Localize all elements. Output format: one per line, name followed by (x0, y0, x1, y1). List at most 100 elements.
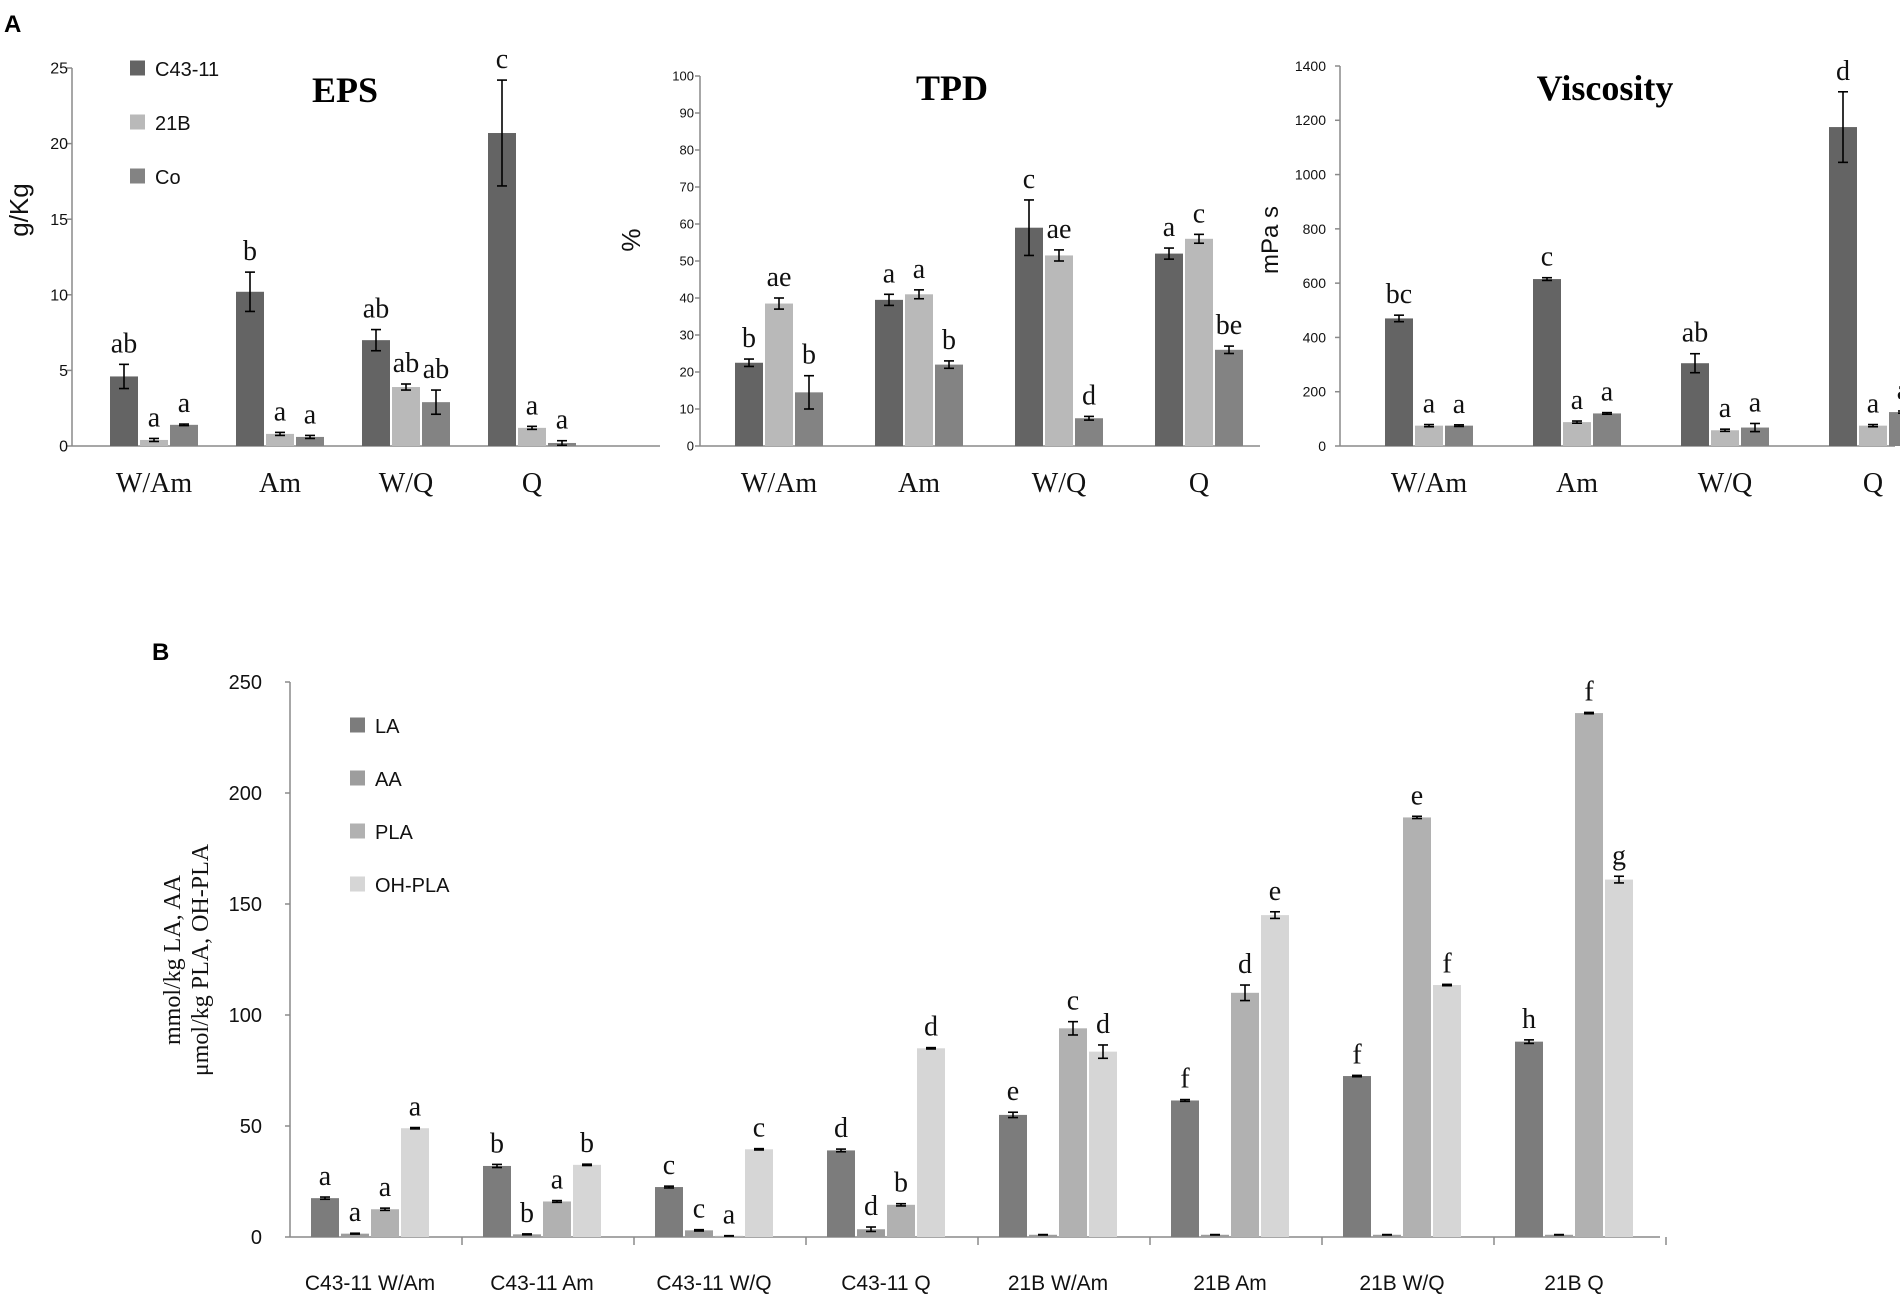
acids-category-label: C43-11 W/Q (656, 1272, 771, 1295)
acids-significance-letter: a (409, 1092, 422, 1123)
tpd-bar (1185, 238, 1213, 446)
viscosity-category-label: W/Am (1391, 468, 1467, 499)
eps-legend-label: C43-11 (155, 59, 219, 81)
viscosity-significance-letter: a (1719, 393, 1732, 424)
acids-legend-label: LA (375, 716, 400, 738)
eps-y-tick-label: 10 (50, 287, 68, 304)
acids-significance-letter: d (834, 1113, 848, 1144)
tpd-significance-letter: a (883, 258, 896, 289)
viscosity-bar (1385, 318, 1413, 446)
eps-y-tick-label: 25 (50, 61, 68, 78)
eps-y-tick-label: 20 (50, 136, 68, 153)
acids-bar (1515, 1041, 1543, 1237)
panel-label-a: A (4, 11, 21, 38)
tpd-y-tick-label: 90 (680, 106, 694, 121)
tpd-significance-letter: a (913, 254, 926, 285)
eps-bar (296, 436, 324, 446)
acids-significance-letter: f (1442, 948, 1452, 979)
viscosity-significance-letter: a (1867, 389, 1880, 420)
acids-significance-letter: c (753, 1113, 765, 1144)
eps-bar (170, 424, 198, 446)
eps-legend-label: 21B (155, 113, 191, 135)
acids-bar (887, 1204, 915, 1237)
viscosity-bar (1445, 425, 1473, 446)
acids-significance-letter: a (723, 1200, 736, 1231)
acids-legend-swatch (350, 823, 365, 839)
tpd-bar (875, 299, 903, 446)
acids-bar (1403, 817, 1431, 1237)
viscosity-title: Viscosity (1537, 68, 1674, 108)
acids-significance-letter: c (663, 1150, 675, 1181)
acids-significance-letter: f (1584, 676, 1594, 707)
eps-significance-letter: c (496, 44, 508, 75)
acids-legend-label: PLA (375, 822, 413, 844)
viscosity-bar (1415, 425, 1443, 446)
viscosity-significance-letter: a (1423, 389, 1436, 420)
eps-category-label: W/Am (116, 468, 192, 499)
eps-y-axis-label: g/Kg (4, 183, 34, 237)
acids-category-label: 21B Am (1193, 1272, 1267, 1295)
acids-y-tick-label: 100 (229, 1005, 262, 1027)
acids-bar (341, 1233, 369, 1237)
viscosity-category-label: Q (1863, 468, 1883, 499)
eps-significance-letter: a (148, 402, 161, 433)
acids-significance-letter: e (1007, 1076, 1019, 1107)
acids-y-tick-label: 150 (229, 894, 262, 916)
viscosity-category-label: Am (1556, 468, 1598, 499)
acids-significance-letter: c (1067, 986, 1079, 1017)
viscosity-bar (1711, 430, 1739, 446)
viscosity-bar (1563, 422, 1591, 446)
tpd-significance-letter: c (1193, 198, 1205, 229)
acids-significance-letter: b (580, 1128, 594, 1159)
viscosity-significance-letter: a (1453, 389, 1466, 420)
acids-bar (311, 1198, 339, 1237)
acids-significance-letter: d (1238, 949, 1252, 980)
tpd-y-tick-label: 10 (680, 402, 694, 417)
tpd-significance-letter: be (1216, 310, 1242, 341)
viscosity-y-tick-label: 1200 (1295, 112, 1326, 128)
eps-significance-letter: ab (111, 328, 137, 359)
tpd-category-label: Q (1189, 468, 1209, 499)
tpd-significance-letter: b (942, 325, 956, 356)
eps-legend-swatch (130, 168, 145, 184)
acids-significance-letter: a (379, 1172, 392, 1203)
viscosity-bar (1533, 279, 1561, 446)
acids-significance-letter: f (1180, 1064, 1190, 1095)
tpd-bar (1075, 418, 1103, 446)
viscosity-bar (1889, 412, 1900, 446)
acids-y-tick-label: 0 (251, 1227, 262, 1249)
acids-bar (999, 1114, 1027, 1237)
panel-label-b: B (152, 639, 169, 666)
tpd-significance-letter: ae (767, 262, 792, 293)
acids-bar (483, 1165, 511, 1237)
eps-title: EPS (312, 70, 378, 110)
eps-bar (140, 439, 168, 446)
acids-bar (543, 1201, 571, 1237)
acids-bar (1605, 879, 1633, 1237)
viscosity-bar (1681, 363, 1709, 446)
acids-significance-letter: d (924, 1012, 938, 1043)
acids-bar (1261, 915, 1289, 1237)
acids-bar (655, 1187, 683, 1237)
acids-significance-letter: e (1411, 780, 1423, 811)
tpd-significance-letter: b (802, 340, 816, 371)
tpd-y-tick-label: 100 (672, 69, 694, 84)
eps-bar (392, 387, 420, 446)
acids-category-label: 21B W/Q (1359, 1272, 1444, 1295)
viscosity-bar (1593, 413, 1621, 446)
acids-bar (1231, 992, 1259, 1237)
acids-y-tick-label: 50 (240, 1116, 262, 1138)
acids-significance-letter: e (1269, 876, 1281, 907)
tpd-category-label: Am (898, 468, 940, 499)
tpd-y-axis-label: % (616, 228, 646, 251)
eps-significance-letter: ab (363, 294, 389, 325)
tpd-bar (905, 294, 933, 446)
tpd-y-tick-label: 60 (680, 217, 694, 232)
acids-legend-swatch (350, 717, 365, 733)
viscosity-bar (1741, 427, 1769, 446)
eps-y-tick-label: 0 (59, 439, 68, 456)
tpd-y-tick-label: 80 (680, 143, 694, 158)
acids-bar (1545, 1234, 1573, 1237)
